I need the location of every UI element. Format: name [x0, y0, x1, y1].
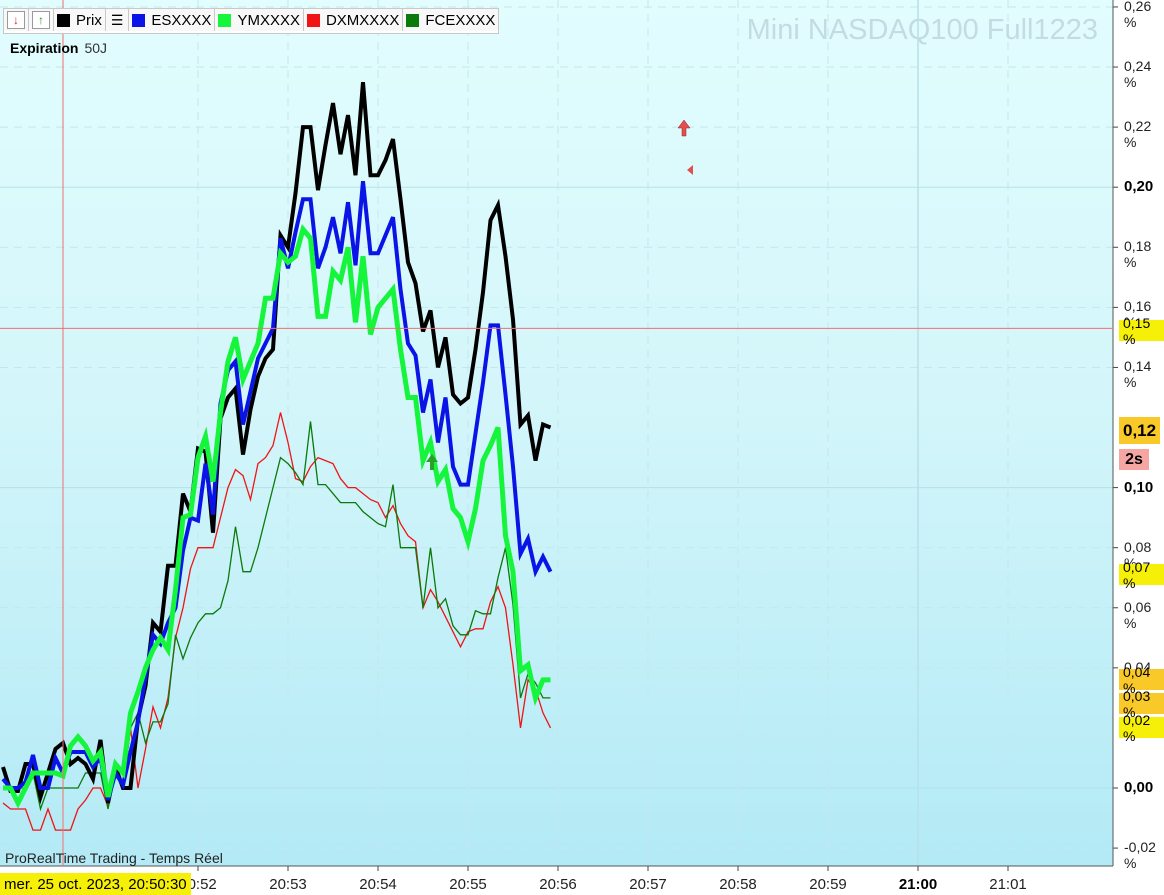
marker-sell-arrow [677, 119, 691, 137]
zoom-out-button[interactable]: ↓ [4, 9, 29, 31]
x-tick-label: 20:59 [809, 876, 847, 893]
order-markers [426, 119, 693, 470]
zoom-in-button[interactable]: ↑ [29, 9, 54, 31]
series-layer [1, 81, 553, 831]
list-button[interactable]: ☰ [105, 9, 130, 31]
legend-label: ESXXXX [151, 11, 212, 29]
legend-es-button[interactable]: ESXXXX [129, 9, 216, 31]
marker-buy-arrow [426, 454, 438, 470]
dxm-value-tag: 0,02 % [1119, 712, 1164, 744]
x-tick-label: 20:54 [359, 876, 397, 893]
countdown-badge: 2s [1119, 449, 1149, 470]
y-tick-label: 0,06 % [1124, 598, 1152, 631]
y-tick-label: 0,26 % [1124, 0, 1152, 30]
legend-label: DXMXXXX [325, 11, 400, 29]
list-icon: ☰ [110, 11, 124, 28]
arrow-down-icon: ↓ [7, 11, 25, 29]
color-swatch-icon [218, 13, 232, 27]
y-tick-label: 0,24 % [1124, 58, 1152, 91]
y-tick-label: 0,22 % [1124, 118, 1152, 151]
series-line-dxmxxxx [2, 412, 552, 831]
expiration-label: Expiration [10, 40, 79, 56]
expiration-value: 50J [84, 40, 108, 56]
arrow-up-icon: ↑ [32, 11, 50, 29]
legend-ym-button[interactable]: YMXXXX [215, 9, 304, 31]
crosshair [0, 0, 1113, 866]
x-tick-label: 20:53 [269, 876, 307, 893]
legend-label: YMXXXX [237, 11, 300, 29]
expiration-info: Expiration 50J [10, 40, 107, 56]
y-tick-label: 0,20 [1124, 178, 1154, 196]
legend-label: Prix [76, 11, 102, 29]
legend-prix-button[interactable]: Prix [54, 9, 106, 31]
crosshair-value-tag: 0,15 % [1119, 315, 1164, 347]
color-swatch-icon [132, 13, 146, 27]
chart-title: Mini NASDAQ100 Full1223 [746, 14, 1098, 46]
current-value-tag: 0,12 [1119, 417, 1161, 444]
series-line-prix [1, 81, 552, 805]
legend-dxm-button[interactable]: DXMXXXX [303, 9, 404, 31]
y-tick-label: 0,00 [1124, 779, 1154, 796]
source-note: ProRealTime Trading - Temps Réel [5, 850, 223, 866]
x-tick-label: 20:56 [539, 876, 577, 893]
series-line-ymxxxx [3, 224, 551, 809]
legend-label: FCEXXXX [425, 11, 496, 29]
x-tick-label: 20:57 [629, 876, 667, 893]
color-swatch-icon [57, 13, 70, 27]
marker-sell-arrow [687, 165, 693, 175]
y-tick-label: 0,10 [1124, 478, 1154, 496]
crosshair-date-label: mer. 25 oct. 2023, 20:50:30 [0, 873, 191, 895]
toolbar: ↓ ↑ Prix ☰ ESXXXX YMXXXX DXMXXXX FCEXXXX [3, 8, 500, 34]
es-value-tag: 0,07 % [1119, 559, 1164, 591]
y-tick-label: 0,14 % [1124, 358, 1152, 391]
plot-area[interactable] [0, 0, 1113, 866]
y-tick-label: 0,18 % [1124, 238, 1152, 271]
grid-lines [0, 0, 1118, 871]
legend-fce-button[interactable]: FCEXXXX [403, 9, 499, 31]
x-tick-label: 20:55 [449, 876, 487, 893]
y-tick-label: -0,02 % [1124, 839, 1156, 872]
x-tick-label: 21:00 [898, 876, 938, 893]
color-swatch-icon [306, 13, 320, 27]
color-swatch-icon [406, 13, 420, 27]
x-tick-label: 20:58 [719, 876, 757, 893]
x-tick-label: 21:01 [989, 876, 1027, 893]
